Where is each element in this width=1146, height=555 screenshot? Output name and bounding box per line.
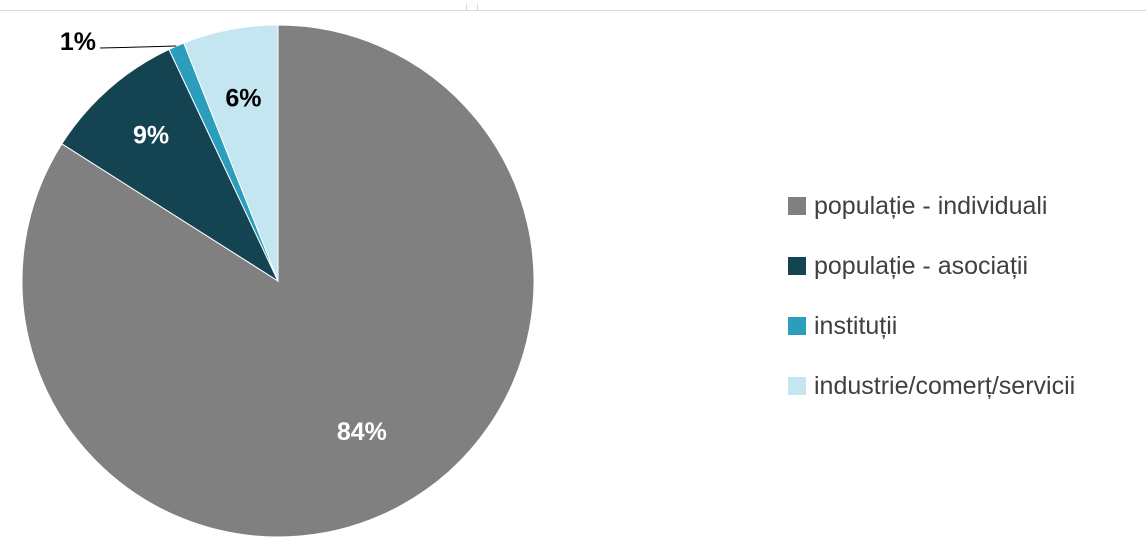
data-label-populatie-asociatii: 9% — [133, 122, 169, 150]
leader-line-institutii — [99, 45, 177, 49]
legend-label: instituții — [814, 311, 898, 340]
legend-item-populatie-individuali: populație - individuali — [788, 176, 1075, 236]
chart-frame-handle — [466, 4, 478, 11]
pie-data-labels: 84% 9% 1% 6% — [60, 28, 387, 446]
pie-slices — [21, 24, 535, 538]
legend-label: populație - individuali — [814, 191, 1048, 220]
legend-swatch-industrie-comert-servicii — [788, 377, 806, 395]
pie-slice-industrie-comert-servicii — [183, 24, 279, 282]
chart-frame-top-border — [0, 10, 1146, 11]
pie-slice-populatie-asociatii — [61, 48, 280, 283]
legend-item-institutii: instituții — [788, 296, 1075, 356]
data-label-institutii: 1% — [60, 28, 96, 56]
legend-label: industrie/comerț/servicii — [814, 371, 1076, 400]
legend: populație - individuali populație - asoc… — [788, 176, 1075, 416]
legend-swatch-populatie-asociatii — [788, 257, 806, 275]
legend-item-populatie-asociatii: populație - asociații — [788, 236, 1075, 296]
data-label-industrie-comert-servicii: 6% — [225, 85, 261, 113]
legend-swatch-institutii — [788, 317, 806, 335]
legend-item-industrie-comert-servicii: industrie/comerț/servicii — [788, 356, 1075, 416]
pie-slice-populatie-individuali — [21, 24, 535, 538]
legend-label: populație - asociații — [814, 251, 1029, 280]
data-label-populatie-individuali: 84% — [337, 418, 387, 446]
legend-swatch-populatie-individuali — [788, 197, 806, 215]
